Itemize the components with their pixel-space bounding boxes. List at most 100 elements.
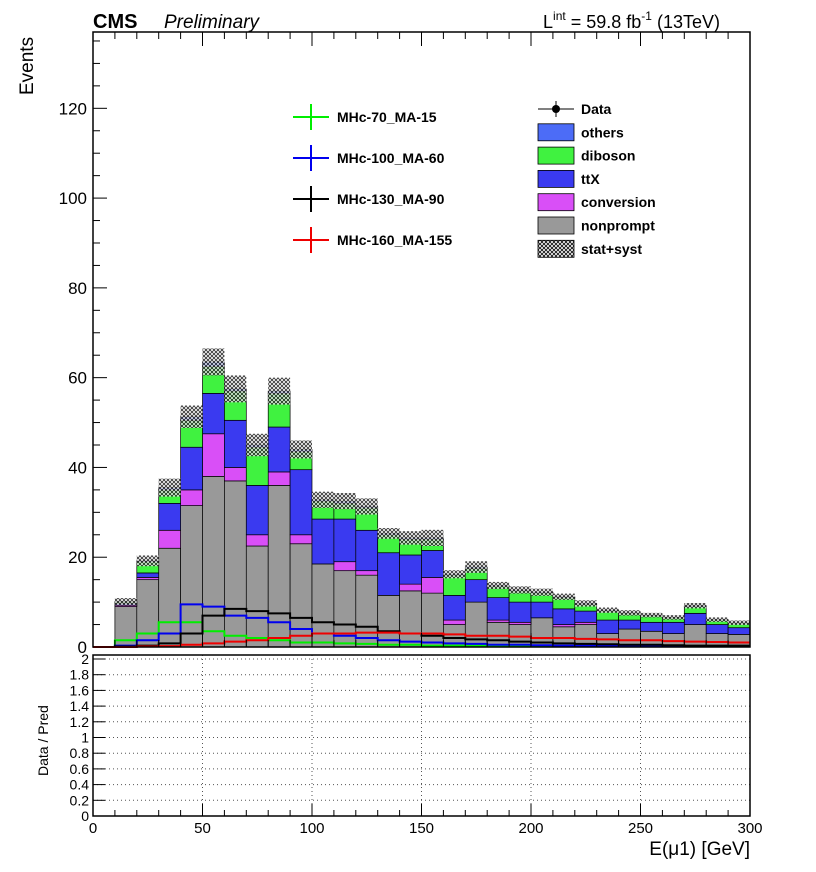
legend-entry-data: Data xyxy=(538,101,612,117)
bar-ttX-13 xyxy=(377,552,400,596)
legend-swatch-conversion xyxy=(537,193,575,212)
bar-ttX-12 xyxy=(355,529,379,572)
bar-ttX-20 xyxy=(530,601,554,619)
bar-nonprompt-13 xyxy=(377,595,400,648)
uncertainty-bin-16 xyxy=(443,570,466,579)
y-tick-label-60: 60 xyxy=(68,369,87,388)
bar-nonprompt-10 xyxy=(311,563,335,648)
bar-nonprompt-9 xyxy=(289,543,313,648)
uncertainty-bin-2 xyxy=(136,555,159,567)
bar-ttX-9 xyxy=(289,469,313,536)
lumi-unit-sup: -1 xyxy=(641,9,652,23)
legend-entry-diboson: diboson xyxy=(537,146,635,165)
bar-ttX-29 xyxy=(727,627,751,635)
bar-nonprompt-7 xyxy=(245,545,269,648)
legend-entry-others: others xyxy=(537,123,624,142)
ratio-x-tick-label: 300 xyxy=(737,820,762,837)
y-tick-label-100: 100 xyxy=(59,189,87,208)
legend-label-MHc-160_MA-155: MHc-160_MA-155 xyxy=(337,232,452,248)
bar-ttX-27 xyxy=(683,612,707,625)
legend-swatch-others xyxy=(537,123,575,142)
uncertainty-bin-15 xyxy=(421,529,444,546)
bar-nonprompt-6 xyxy=(224,480,247,648)
uncertainty-bin-9 xyxy=(290,440,312,459)
bar-ttX-14 xyxy=(399,554,422,585)
ratio-y-tick-label: 0.4 xyxy=(70,777,90,793)
x-axis-label: E(μ1) [GeV] xyxy=(649,839,750,860)
ratio-plot-frame xyxy=(92,654,751,817)
uncertainty-band xyxy=(114,348,750,626)
bar-conversion-15 xyxy=(421,577,444,594)
uncertainty-bin-17 xyxy=(465,561,488,573)
legend-label-MHc-70_MA-15: MHc-70_MA-15 xyxy=(337,109,437,125)
lumi-sup: int xyxy=(553,9,566,23)
ratio-y-tick-label: 1 xyxy=(81,730,89,746)
bar-ttX-19 xyxy=(508,601,532,623)
legend-label-data: Data xyxy=(581,101,612,117)
legend-label-others: others xyxy=(581,124,624,140)
ratio-x-tick-label: 150 xyxy=(409,820,434,837)
ratio-x-tick-label: 100 xyxy=(299,820,324,837)
ratio-y-tick-label: 1.4 xyxy=(70,698,90,714)
uncertainty-bin-10 xyxy=(312,491,334,508)
bar-ttX-10 xyxy=(311,518,335,565)
legend-label-diboson: diboson xyxy=(581,148,635,164)
legend-entry-MHc-160_MA-155: MHc-160_MA-155 xyxy=(293,227,452,253)
uncertainty-bin-21 xyxy=(552,593,575,600)
bar-ttX-6 xyxy=(224,419,247,468)
bar-ttX-26 xyxy=(662,621,685,634)
legend-entry-stat-syst: stat+syst xyxy=(537,239,642,258)
lumi-mid: = 59.8 fb xyxy=(566,12,642,32)
bar-nonprompt-2 xyxy=(136,579,160,648)
ratio-x-tick-label: 250 xyxy=(628,820,653,837)
uncertainty-bin-28 xyxy=(706,617,729,622)
ratio-y-tick-label: 1.8 xyxy=(70,667,90,683)
bar-nonprompt-5 xyxy=(202,476,225,648)
ratio-x-tick-label: 200 xyxy=(518,820,543,837)
bar-ttX-16 xyxy=(443,595,466,621)
bar-conversion-8 xyxy=(267,471,291,486)
uncertainty-bin-23 xyxy=(596,607,619,613)
stack-ttX xyxy=(114,393,751,635)
legend-swatch-ttX xyxy=(537,169,575,188)
uncertainty-bin-26 xyxy=(662,615,685,620)
uncertainty-bin-3 xyxy=(158,478,181,497)
bar-conversion-3 xyxy=(158,529,181,549)
ratio-y-axis-label: Data / Pred xyxy=(35,705,51,776)
legend-entry-ttX: ttX xyxy=(537,169,600,188)
bar-ttX-23 xyxy=(596,619,619,634)
legend-label-nonprompt: nonprompt xyxy=(581,218,655,234)
signal-legend: MHc-70_MA-15 MHc-100_MA-60 MHc-130_MA-90 MH… xyxy=(293,104,452,253)
lumi-suffix: (13TeV) xyxy=(652,12,720,32)
bar-ttX-2 xyxy=(136,572,160,578)
uncertainty-bin-25 xyxy=(640,612,663,618)
legend-entry-nonprompt: nonprompt xyxy=(537,216,655,235)
y-tick-label-40: 40 xyxy=(68,458,87,477)
legend-entry-MHc-100_MA-60: MHc-100_MA-60 xyxy=(293,145,445,171)
uncertainty-bin-5 xyxy=(202,348,225,376)
legend-label-conversion: conversion xyxy=(581,194,656,210)
legend-swatch-nonprompt xyxy=(537,216,575,235)
uncertainty-bin-29 xyxy=(728,620,750,626)
legend-label-MHc-100_MA-60: MHc-100_MA-60 xyxy=(337,150,445,166)
legend-swatch-diboson xyxy=(537,146,575,165)
bar-conversion-9 xyxy=(289,534,313,545)
bar-ttX-22 xyxy=(574,610,598,623)
bar-ttX-4 xyxy=(180,446,203,491)
ratio-x-tick-label: 0 xyxy=(89,820,97,837)
y-tick-label-20: 20 xyxy=(68,548,87,567)
uncertainty-bin-14 xyxy=(399,531,422,545)
bar-ttX-3 xyxy=(158,503,181,531)
uncertainty-bin-6 xyxy=(224,375,247,403)
legend-data-marker xyxy=(552,105,560,113)
bar-nonprompt-18 xyxy=(486,621,510,648)
uncertainty-bin-8 xyxy=(268,377,291,405)
ratio-grid xyxy=(93,655,750,816)
experiment-label: CMS xyxy=(93,11,137,33)
uncertainty-bin-11 xyxy=(333,493,356,510)
legend-label-ttX: ttX xyxy=(581,171,600,187)
bar-ttX-8 xyxy=(267,426,291,473)
bar-conversion-4 xyxy=(180,489,203,506)
lumi-label: Lint = 59.8 fb-1 (13TeV) xyxy=(543,9,720,32)
bar-nonprompt-14 xyxy=(399,590,422,648)
